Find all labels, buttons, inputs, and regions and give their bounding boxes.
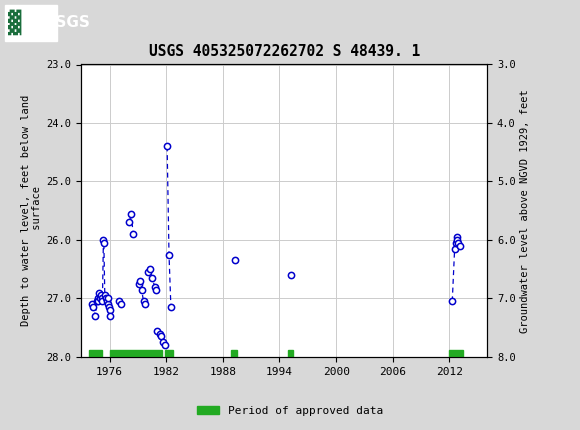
Title: USGS 405325072262702 S 48439. 1: USGS 405325072262702 S 48439. 1 <box>148 44 420 59</box>
Bar <box>288 350 293 363</box>
Bar <box>89 350 102 363</box>
Y-axis label: Groundwater level above NGVD 1929, feet: Groundwater level above NGVD 1929, feet <box>520 89 530 332</box>
Text: ▓: ▓ <box>8 10 21 35</box>
Text: USGS: USGS <box>44 15 90 30</box>
Bar <box>450 350 463 363</box>
Bar <box>5 4 57 41</box>
Bar <box>231 350 237 363</box>
Bar <box>165 350 173 363</box>
Legend: Period of approved data: Period of approved data <box>193 401 387 420</box>
Bar <box>110 350 162 363</box>
Y-axis label: Depth to water level, feet below land
 surface: Depth to water level, feet below land su… <box>21 95 42 326</box>
